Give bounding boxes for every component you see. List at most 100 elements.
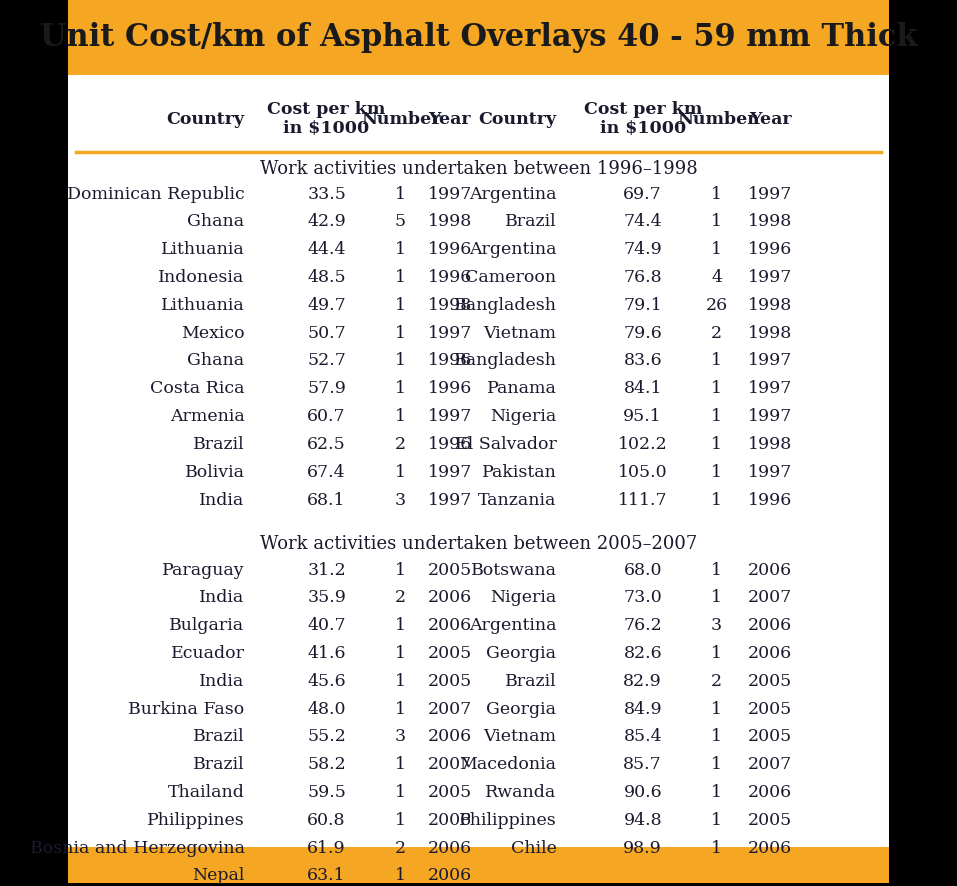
Text: 1: 1 — [711, 701, 723, 718]
Text: Work activities undertaken between 2005–2007: Work activities undertaken between 2005–… — [260, 534, 697, 553]
Text: 1997: 1997 — [747, 463, 792, 481]
Text: Country: Country — [167, 111, 244, 128]
Text: 2005: 2005 — [747, 672, 792, 690]
Text: 62.5: 62.5 — [307, 436, 346, 453]
Text: 1: 1 — [395, 380, 406, 397]
Text: 2: 2 — [711, 324, 723, 342]
Text: 42.9: 42.9 — [307, 214, 346, 230]
Text: Year: Year — [748, 111, 791, 128]
Text: 1: 1 — [711, 463, 723, 481]
Text: Brazil: Brazil — [505, 214, 557, 230]
Text: Lithuania: Lithuania — [161, 241, 244, 259]
Text: 73.0: 73.0 — [623, 589, 662, 607]
Text: 49.7: 49.7 — [307, 297, 346, 314]
Text: 2006: 2006 — [748, 784, 792, 801]
Text: 102.2: 102.2 — [618, 436, 668, 453]
Text: 1998: 1998 — [747, 297, 792, 314]
Text: Philippines: Philippines — [146, 812, 244, 829]
Text: 1997: 1997 — [747, 186, 792, 203]
Text: 98.9: 98.9 — [623, 840, 662, 857]
Text: 1997: 1997 — [747, 353, 792, 369]
Text: 94.8: 94.8 — [623, 812, 662, 829]
Text: Argentina: Argentina — [469, 186, 557, 203]
Text: 1: 1 — [711, 186, 723, 203]
Text: 44.4: 44.4 — [307, 241, 345, 259]
Text: 2006: 2006 — [428, 618, 472, 634]
Text: 1997: 1997 — [747, 408, 792, 425]
Text: Vietnam: Vietnam — [483, 728, 557, 745]
Text: 1: 1 — [711, 812, 723, 829]
Text: Bolivia: Bolivia — [185, 463, 244, 481]
Text: Nigeria: Nigeria — [490, 408, 557, 425]
Text: 1: 1 — [395, 812, 406, 829]
Text: 1: 1 — [395, 645, 406, 662]
Text: Argentina: Argentina — [469, 241, 557, 259]
Text: 1: 1 — [395, 701, 406, 718]
Text: Bangladesh: Bangladesh — [454, 297, 557, 314]
Text: 1996: 1996 — [428, 436, 472, 453]
Text: 1996: 1996 — [428, 241, 472, 259]
Text: Tanzania: Tanzania — [478, 492, 557, 509]
Text: Unit Cost/km of Asphalt Overlays 40 - 59 mm Thick: Unit Cost/km of Asphalt Overlays 40 - 59… — [39, 22, 918, 53]
Text: 1998: 1998 — [428, 214, 472, 230]
Text: 1: 1 — [711, 492, 723, 509]
Text: 79.6: 79.6 — [623, 324, 662, 342]
Text: Ghana: Ghana — [188, 214, 244, 230]
FancyBboxPatch shape — [68, 75, 889, 847]
Text: Ghana: Ghana — [188, 353, 244, 369]
Text: 74.9: 74.9 — [623, 241, 662, 259]
Text: Year: Year — [429, 111, 471, 128]
Text: 1: 1 — [395, 784, 406, 801]
Text: India: India — [199, 672, 244, 690]
Text: 1: 1 — [711, 784, 723, 801]
Text: 84.9: 84.9 — [623, 701, 662, 718]
Text: India: India — [199, 589, 244, 607]
Text: 1: 1 — [711, 589, 723, 607]
Text: 2005: 2005 — [428, 645, 472, 662]
Text: 2006: 2006 — [428, 867, 472, 884]
Text: 2006: 2006 — [428, 728, 472, 745]
FancyBboxPatch shape — [68, 847, 889, 882]
Text: 1: 1 — [711, 241, 723, 259]
Text: 1: 1 — [395, 672, 406, 690]
Text: Paraguay: Paraguay — [162, 562, 244, 579]
Text: 2007: 2007 — [428, 701, 472, 718]
Text: 82.6: 82.6 — [623, 645, 662, 662]
Text: 33.5: 33.5 — [307, 186, 346, 203]
Text: 59.5: 59.5 — [307, 784, 346, 801]
Text: 50.7: 50.7 — [307, 324, 346, 342]
Text: Bosnia and Herzegovina: Bosnia and Herzegovina — [30, 840, 244, 857]
Text: 1998: 1998 — [747, 436, 792, 453]
Text: Panama: Panama — [486, 380, 557, 397]
Text: 1996: 1996 — [747, 241, 792, 259]
Text: Macedonia: Macedonia — [459, 757, 557, 773]
Text: 2005: 2005 — [428, 672, 472, 690]
Text: 1997: 1997 — [428, 492, 472, 509]
Text: Brazil: Brazil — [193, 728, 244, 745]
Text: 1: 1 — [711, 436, 723, 453]
Text: Ecuador: Ecuador — [170, 645, 244, 662]
Text: 69.7: 69.7 — [623, 186, 662, 203]
Text: 1997: 1997 — [428, 324, 472, 342]
Text: 1997: 1997 — [747, 269, 792, 286]
Text: 2006: 2006 — [748, 840, 792, 857]
Text: Dominican Republic: Dominican Republic — [67, 186, 244, 203]
Text: Bangladesh: Bangladesh — [454, 353, 557, 369]
Text: 1: 1 — [711, 380, 723, 397]
Text: Nigeria: Nigeria — [490, 589, 557, 607]
Text: Georgia: Georgia — [486, 645, 557, 662]
Text: Brazil: Brazil — [505, 672, 557, 690]
Text: 1: 1 — [395, 324, 406, 342]
Text: 2005: 2005 — [747, 812, 792, 829]
Text: Lithuania: Lithuania — [161, 297, 244, 314]
Text: 63.1: 63.1 — [307, 867, 345, 884]
Text: 1998: 1998 — [747, 214, 792, 230]
Text: 48.0: 48.0 — [307, 701, 345, 718]
Text: 1997: 1997 — [428, 408, 472, 425]
Text: Georgia: Georgia — [486, 701, 557, 718]
Text: 1997: 1997 — [747, 380, 792, 397]
Text: 1: 1 — [395, 867, 406, 884]
Text: Vietnam: Vietnam — [483, 324, 557, 342]
Text: 2006: 2006 — [428, 589, 472, 607]
Text: 1: 1 — [395, 241, 406, 259]
